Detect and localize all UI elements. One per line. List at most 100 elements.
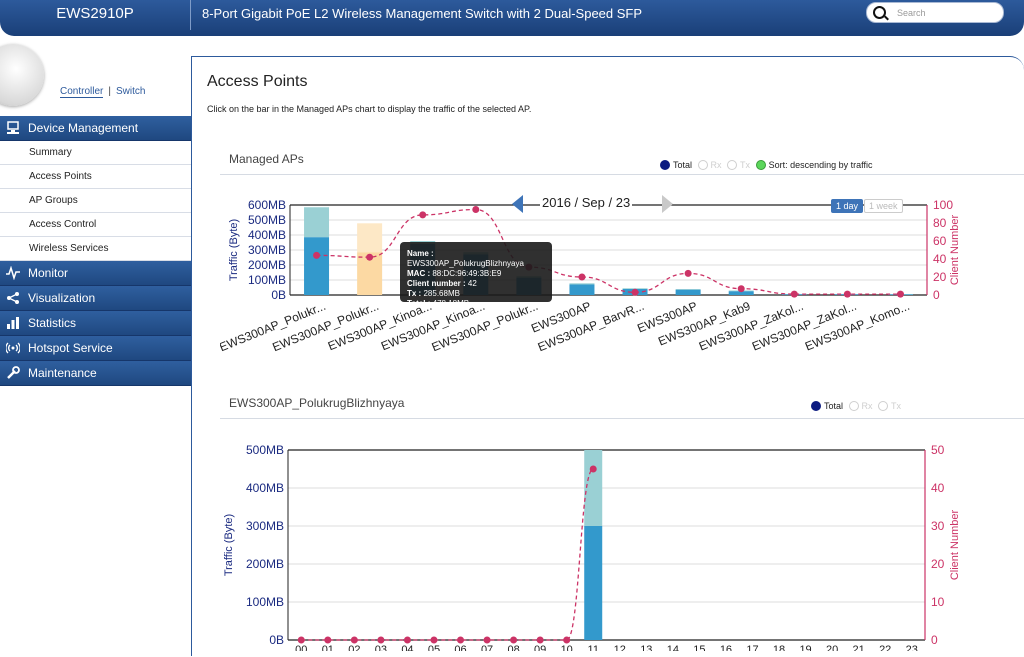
bar-rx[interactable] xyxy=(569,283,594,284)
x-tick-label: 20 xyxy=(826,644,838,651)
client-number-point xyxy=(472,206,479,213)
search-box[interactable] xyxy=(866,2,1004,23)
x-tick-label: 18 xyxy=(773,644,785,651)
bar-rx[interactable] xyxy=(357,223,382,252)
switch-link[interactable]: Switch xyxy=(116,86,145,97)
client-number-point xyxy=(897,291,904,298)
radio-off-icon[interactable] xyxy=(849,401,859,411)
date-label: 2016 / Sep / 23 xyxy=(540,195,632,210)
menu-monitor[interactable]: Monitor xyxy=(0,261,191,286)
x-tick-label: 05 xyxy=(428,644,440,651)
menu-item-wireless-services[interactable]: Wireless Services xyxy=(0,237,191,261)
radio-off-icon[interactable] xyxy=(878,401,888,411)
bar-tx[interactable] xyxy=(676,290,701,295)
x-tick-label: 11 xyxy=(588,644,599,651)
client-number-point xyxy=(298,637,305,644)
wrench-icon xyxy=(6,366,20,380)
menu-item-summary[interactable]: Summary xyxy=(0,141,191,165)
controller-link[interactable]: Controller xyxy=(60,86,103,98)
client-number-point xyxy=(404,637,411,644)
managed-aps-chart[interactable]: 0B100MB200MB300MB400MB500MB600MB02040608… xyxy=(220,195,1000,355)
client-number-point xyxy=(484,637,491,644)
sort-toggle[interactable]: Sort: descending by traffic xyxy=(756,160,873,170)
menu-visualization[interactable]: Visualization xyxy=(0,286,191,311)
network-icon xyxy=(6,121,20,135)
bar-rx[interactable] xyxy=(676,289,701,290)
share-icon xyxy=(6,291,20,305)
menu-hotspot-service[interactable]: Hotspot Service xyxy=(0,336,191,361)
legend-tx[interactable]: Tx xyxy=(878,401,901,411)
mode-toggle: Controller | Switch xyxy=(60,86,145,97)
y-tick-label: 400MB xyxy=(246,481,284,495)
y2-tick-label: 20 xyxy=(931,557,945,571)
client-number-point xyxy=(685,270,692,277)
x-tick-label: 13 xyxy=(640,644,652,651)
y2-axis-label: Client Number xyxy=(949,510,961,581)
legend-tx[interactable]: Tx xyxy=(727,160,750,170)
y2-tick-label: 60 xyxy=(933,234,947,248)
y-tick-label: 300MB xyxy=(246,519,284,533)
client-number-point xyxy=(578,274,585,281)
bar-rx[interactable] xyxy=(304,207,329,237)
x-tick-label: 17 xyxy=(746,644,758,651)
menu-device-management[interactable]: Device Management xyxy=(0,116,191,141)
search-icon[interactable] xyxy=(873,6,886,19)
client-number-point xyxy=(632,289,639,296)
bar-tx xyxy=(584,526,602,640)
range-1-day-button[interactable]: 1 day xyxy=(831,199,863,213)
legend-rx[interactable]: Rx xyxy=(698,160,722,170)
y-tick-label: 200MB xyxy=(246,557,284,571)
menu-item-ap-groups[interactable]: AP Groups xyxy=(0,189,191,213)
bar-tx[interactable] xyxy=(569,285,594,296)
search-input[interactable] xyxy=(895,4,999,21)
legend-rx[interactable]: Rx xyxy=(849,401,873,411)
x-tick-label: 07 xyxy=(481,644,493,651)
y2-axis-label: Client Number xyxy=(949,215,961,286)
x-tick-label: 08 xyxy=(507,644,519,651)
menu-statistics[interactable]: Statistics xyxy=(0,311,191,336)
y-tick-label: 0B xyxy=(271,288,286,302)
chevron-left-icon[interactable] xyxy=(512,195,523,213)
range-1-week-button[interactable]: 1 week xyxy=(864,199,903,213)
x-tick-label: 19 xyxy=(799,644,811,651)
toggle-separator: | xyxy=(108,86,111,97)
y-tick-label: 300MB xyxy=(248,243,286,257)
menu-item-access-points[interactable]: Access Points xyxy=(0,165,191,189)
sort-indicator-icon[interactable] xyxy=(756,160,766,170)
y2-tick-label: 20 xyxy=(933,270,947,284)
bar-tx[interactable] xyxy=(304,237,329,295)
menu-item-access-control[interactable]: Access Control xyxy=(0,213,191,237)
tooltip-client-label: Client number : xyxy=(407,279,466,288)
menu-maintenance[interactable]: Maintenance xyxy=(0,361,191,386)
x-tick-label: 01 xyxy=(322,644,334,651)
radio-off-icon[interactable] xyxy=(698,160,708,170)
radio-off-icon[interactable] xyxy=(727,160,737,170)
wifi-icon xyxy=(6,341,20,355)
y-tick-label: 100MB xyxy=(248,273,286,287)
legend-total[interactable]: Total xyxy=(660,160,692,170)
x-tick-label: 03 xyxy=(375,644,387,651)
radio-on-icon[interactable] xyxy=(660,160,670,170)
client-number-point xyxy=(537,637,544,644)
section-divider xyxy=(220,418,1024,419)
client-number-point xyxy=(563,637,570,644)
tooltip-name-label: Name : xyxy=(407,249,434,258)
x-tick-label: 04 xyxy=(401,644,413,651)
client-number-point xyxy=(457,637,464,644)
menu-label: Statistics xyxy=(28,316,76,330)
radio-on-icon[interactable] xyxy=(811,401,821,411)
client-number-point xyxy=(324,637,331,644)
managed-aps-title: Managed APs xyxy=(229,152,304,166)
tooltip-total-label: Total : xyxy=(407,299,430,308)
detail-legend: Total Rx Tx xyxy=(811,401,904,411)
client-number-point xyxy=(791,291,798,298)
chevron-right-icon[interactable] xyxy=(662,195,673,213)
y2-tick-label: 80 xyxy=(933,216,947,230)
client-number-point xyxy=(738,285,745,292)
legend-total[interactable]: Total xyxy=(811,401,843,411)
menu-label: Device Management xyxy=(28,121,138,135)
managed-legend: Total Rx Tx Sort: descending by traffic xyxy=(660,160,875,170)
tooltip-mac: 88:DC:96:49:3B:E9 xyxy=(432,269,501,278)
x-tick-label: 00 xyxy=(295,644,307,651)
client-number-point xyxy=(844,291,851,298)
